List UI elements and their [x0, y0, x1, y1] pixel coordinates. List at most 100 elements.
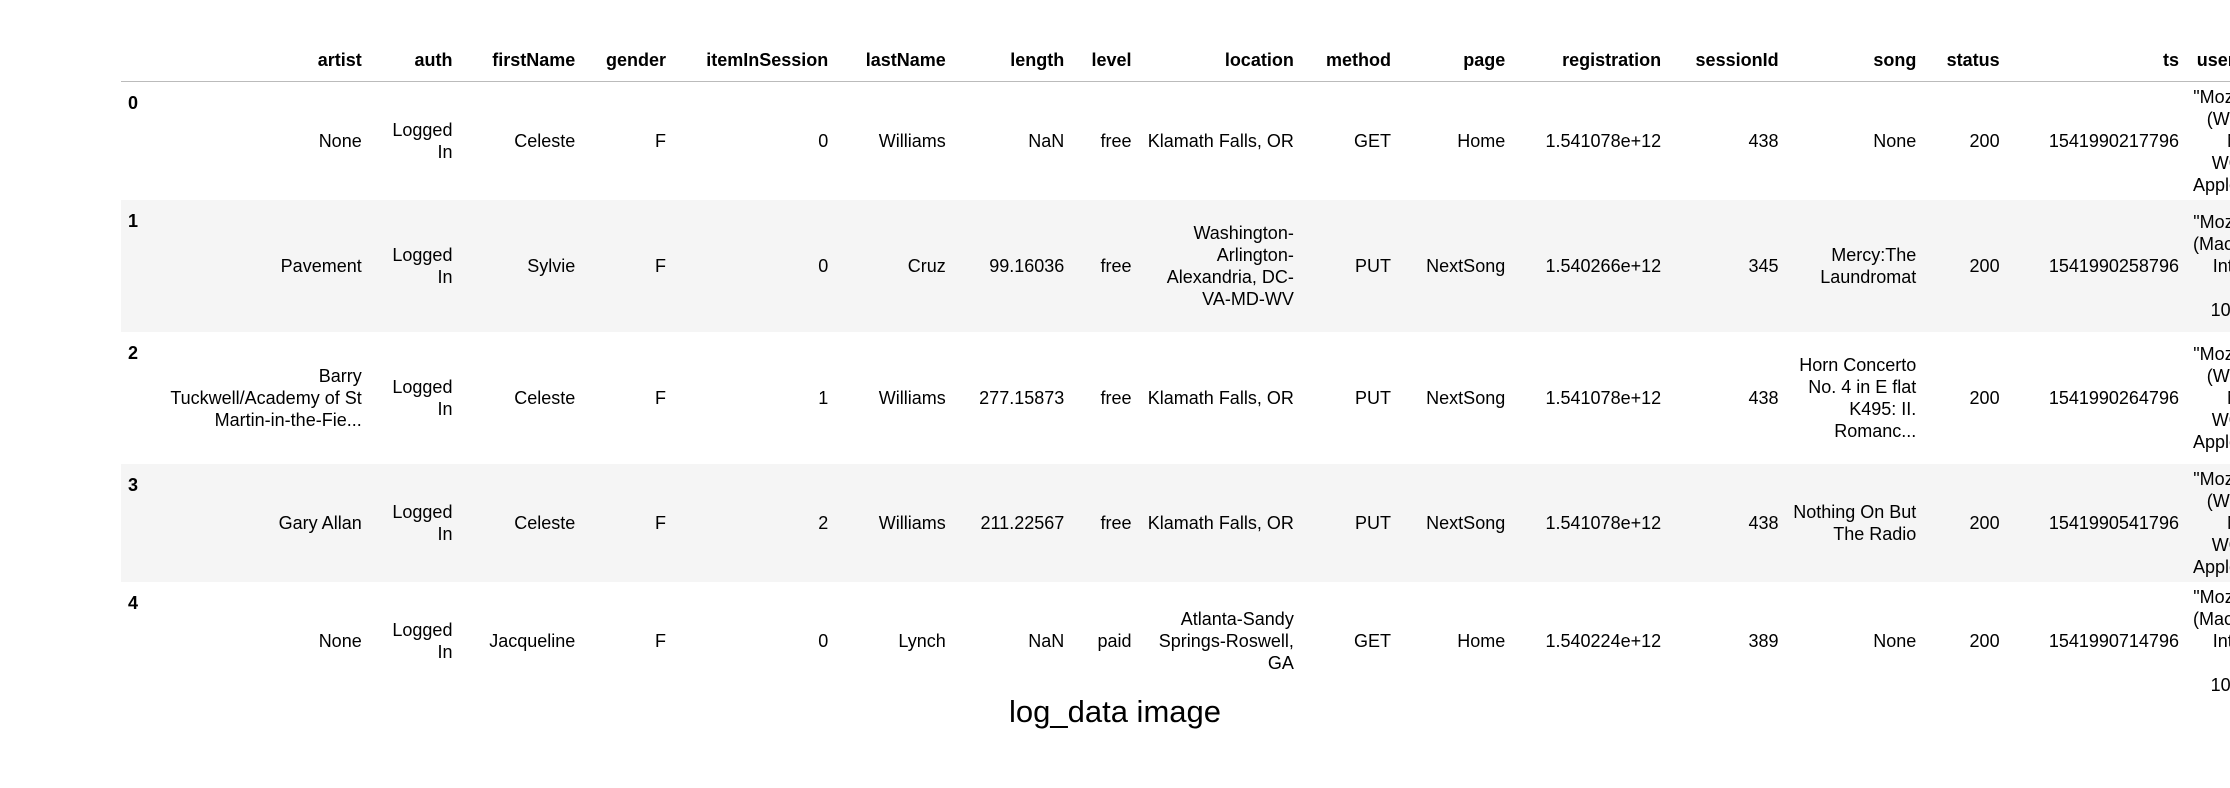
column-header: artist	[159, 40, 369, 82]
table-cell: PUT	[1300, 464, 1398, 582]
table-cell: "Mozilla/5.0 (Windows NT 6.1; WOW64) App…	[2192, 344, 2230, 452]
table-cell: 200	[1969, 388, 2000, 408]
table-cell: None	[1873, 631, 1917, 651]
table-cell: Klamath Falls, OR	[1147, 131, 1294, 151]
table-cell: F	[582, 464, 673, 582]
table-row: 2 Barry Tuckwell/Academy of St Martin-in-…	[121, 332, 2230, 464]
table-cell: Sylvie	[459, 200, 583, 332]
table-cell: None	[1873, 131, 1917, 151]
column-header: ts	[2006, 40, 2186, 82]
table-row: 4 None Logged In Jacqueline F 0 Lynch NaN paid At…	[121, 582, 2230, 700]
table-cell: free	[1071, 200, 1139, 332]
table-cell: 200	[1923, 464, 2007, 582]
column-header: userAgent	[2185, 40, 2230, 82]
table-cell: Barry Tuckwell/Academy of St Martin-in-t…	[170, 366, 362, 430]
column-header: gender	[582, 40, 673, 82]
table-cell: Klamath Falls, OR	[1138, 464, 1301, 582]
table-cell: NaN	[1028, 131, 1065, 151]
column-header: status	[1923, 40, 2007, 82]
table-cell: None	[318, 631, 362, 651]
table-cell: Nothing On But The Radio	[1785, 464, 1924, 582]
table-cell: Celeste	[514, 388, 576, 408]
table-cell: 438	[1748, 388, 1779, 408]
table-cell: 1541990217796	[2048, 131, 2179, 151]
table-cell: 438	[1748, 131, 1779, 151]
table-cell: free	[1071, 464, 1139, 582]
table-cell: F	[655, 388, 666, 408]
table-cell: Home	[1457, 131, 1506, 151]
column-header: location	[1138, 40, 1301, 82]
table-cell: Williams	[835, 464, 953, 582]
table-cell: "Mozilla/5.0 (Macintosh; Intel Mac OS X …	[2192, 587, 2230, 695]
table-cell: 1.541078e+12	[1545, 388, 1662, 408]
index-header	[121, 40, 160, 82]
row-index: 0	[128, 93, 139, 113]
table-cell: Pavement	[159, 200, 369, 332]
table-container: artist auth firstName gender itemInSession la…	[121, 40, 2230, 700]
table-cell: 211.22567	[952, 464, 1072, 582]
table-cell: free	[1100, 388, 1132, 408]
table-row: 0 None Logged In Celeste F 0 Williams NaN free Kl…	[121, 82, 2230, 201]
header-row: artist auth firstName gender itemInSession la…	[121, 40, 2230, 82]
column-header: lastName	[835, 40, 953, 82]
table-cell: Gary Allan	[159, 464, 369, 582]
table-cell: 200	[1923, 200, 2007, 332]
table-cell: Jacqueline	[489, 631, 576, 651]
table-cell: 200	[1969, 631, 2000, 651]
table-cell: F	[582, 200, 673, 332]
table-cell: Cruz	[835, 200, 953, 332]
table-cell: Celeste	[459, 464, 583, 582]
table-cell: Mercy:The Laundromat	[1785, 200, 1924, 332]
column-header: auth	[368, 40, 460, 82]
table-cell: 1	[818, 388, 829, 408]
table-cell: "Mozilla/5.0 (Windows NT 6.1; WOW64) App…	[2185, 464, 2230, 582]
table-cell: 277.15873	[979, 388, 1065, 408]
column-header: song	[1785, 40, 1924, 82]
table-cell: Celeste	[514, 131, 576, 151]
table-row: 1 Pavement Logged In Sylvie F 0 Cruz 99.16036 fr…	[121, 200, 2230, 332]
table-cell: 0	[818, 131, 829, 151]
table-cell: paid	[1097, 631, 1132, 651]
caption: log_data image	[1009, 694, 1221, 729]
table-cell: NextSong	[1426, 388, 1506, 408]
row-index: 2	[128, 343, 139, 363]
column-header: level	[1071, 40, 1139, 82]
table-cell: Logged In	[368, 464, 460, 582]
table-cell: "Mozilla/5.0 (Macintosh; Intel Mac OS X …	[2185, 200, 2230, 332]
table-cell: Logged In	[392, 377, 453, 419]
table-cell: 0	[818, 631, 829, 651]
row-index: 3	[121, 464, 160, 582]
table-cell: 1541990264796	[2048, 388, 2179, 408]
table-cell: Horn Concerto No. 4 in E flat K495: II. …	[1799, 355, 1917, 441]
table-cell: 0	[673, 200, 836, 332]
table-cell: Logged In	[368, 200, 460, 332]
column-header: method	[1300, 40, 1398, 82]
table-cell: NextSong	[1397, 464, 1513, 582]
table-cell: 1541990714796	[2048, 631, 2179, 651]
table-cell: 389	[1748, 631, 1779, 651]
table-cell: 1.540266e+12	[1512, 200, 1669, 332]
table-cell: 2	[673, 464, 836, 582]
data-table: artist auth firstName gender itemInSession la…	[121, 40, 2230, 700]
row-index: 1	[121, 200, 160, 332]
table-cell: PUT	[1354, 388, 1391, 408]
table-cell: Washington-Arlington-Alexandria, DC-VA-M…	[1138, 200, 1301, 332]
column-header: page	[1397, 40, 1513, 82]
column-header: firstName	[459, 40, 583, 82]
row-index: 4	[128, 593, 139, 613]
table-row: 3 Gary Allan Logged In Celeste F 2 Williams 211…	[121, 464, 2230, 582]
table-cell: 1541990541796	[2006, 464, 2186, 582]
table-cell: Lynch	[898, 631, 946, 651]
table-cell: None	[318, 131, 362, 151]
table-cell: 99.16036	[952, 200, 1072, 332]
table-cell: GET	[1353, 631, 1391, 651]
table-cell: Home	[1457, 631, 1506, 651]
table-cell: 1.540224e+12	[1545, 631, 1662, 651]
table-cell: F	[655, 631, 666, 651]
table-cell: Logged In	[392, 120, 453, 162]
table-cell: Atlanta-Sandy Springs-Roswell, GA	[1158, 609, 1294, 673]
column-header: itemInSession	[673, 40, 836, 82]
table-cell: "Mozilla/5.0 (Windows NT 6.1; WOW64) App…	[2192, 87, 2230, 195]
table-cell: PUT	[1300, 200, 1398, 332]
